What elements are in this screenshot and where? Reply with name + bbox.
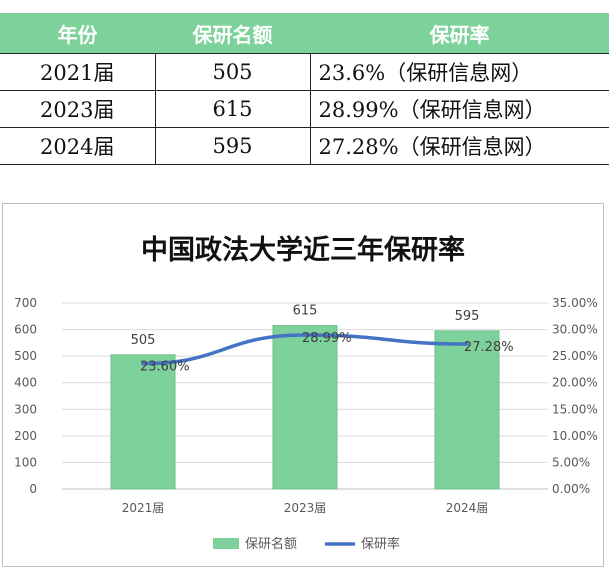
y-tick-label: 500 xyxy=(14,349,37,363)
legend-label: 保研名额 xyxy=(245,536,297,552)
line-value-label: 28.99% xyxy=(302,331,352,346)
cell-rate: 23.6%（保研信息网） xyxy=(309,53,609,91)
y2-tick-label: 10.00% xyxy=(552,429,598,443)
bar xyxy=(110,354,176,490)
chart-container: 中国政法大学近三年保研率 0 100 200 300 400 500 600 700 0.00% 5… xyxy=(2,203,604,567)
y2-tick-label: 20.00% xyxy=(552,376,598,390)
rate-line xyxy=(141,333,469,366)
bar xyxy=(272,325,338,490)
y-tick-label: 0 xyxy=(29,482,37,496)
header-quota: 保研名额 xyxy=(155,13,310,54)
cell-year: 2024届 xyxy=(0,127,155,165)
cell-year: 2021届 xyxy=(0,53,155,91)
table-row: 2023届 615 28.99%（保研信息网） xyxy=(0,90,609,128)
y-tick-label: 300 xyxy=(14,402,37,416)
legend-label: 保研率 xyxy=(361,536,400,552)
line-value-label: 23.60% xyxy=(140,360,190,375)
line-value-label: 27.28% xyxy=(464,340,514,355)
chart-title: 中国政法大学近三年保研率 xyxy=(141,234,465,266)
y2-tick-label: 30.00% xyxy=(552,323,598,337)
cell-quota: 595 xyxy=(154,127,310,165)
bar-value-label: 505 xyxy=(131,333,156,348)
x-tick-label: 2023届 xyxy=(284,501,327,515)
cell-rate: 27.28%（保研信息网） xyxy=(309,127,609,165)
cell-year: 2023届 xyxy=(0,90,155,128)
y-tick-label: 200 xyxy=(14,429,37,443)
y2-tick-label: 25.00% xyxy=(552,349,598,363)
y2-tick-label: 0.00% xyxy=(552,482,590,496)
cell-quota: 505 xyxy=(154,53,310,91)
table-row: 2021届 505 23.6%（保研信息网） xyxy=(0,53,609,91)
x-tick-label: 2021届 xyxy=(122,501,165,515)
y2-tick-label: 35.00% xyxy=(552,296,598,310)
bar-value-label: 615 xyxy=(293,304,318,319)
cell-quota: 615 xyxy=(154,90,310,128)
x-tick-label: 2024届 xyxy=(446,501,489,515)
quota-table: 年份 保研名额 保研率 2021届 505 23.6%（保研信息网） 2023届… xyxy=(0,13,609,165)
bar xyxy=(434,330,500,490)
header-year: 年份 xyxy=(0,13,155,54)
combo-chart: 中国政法大学近三年保研率 0 100 200 300 400 500 600 700 0.00% 5… xyxy=(14,234,598,552)
y2-tick-label: 5.00% xyxy=(552,455,590,469)
table-row: 2024届 595 27.28%（保研信息网） xyxy=(0,127,609,165)
y-tick-label: 600 xyxy=(14,323,37,337)
y-tick-label: 400 xyxy=(14,376,37,390)
header-rate: 保研率 xyxy=(310,13,609,54)
legend-swatch-bar xyxy=(213,538,239,549)
y-tick-label: 700 xyxy=(14,296,37,310)
cell-rate: 28.99%（保研信息网） xyxy=(309,90,609,128)
y2-tick-label: 15.00% xyxy=(552,402,598,416)
y-tick-label: 100 xyxy=(14,455,37,469)
bar-value-label: 595 xyxy=(455,309,480,324)
table-header-row: 年份 保研名额 保研率 xyxy=(0,13,609,54)
